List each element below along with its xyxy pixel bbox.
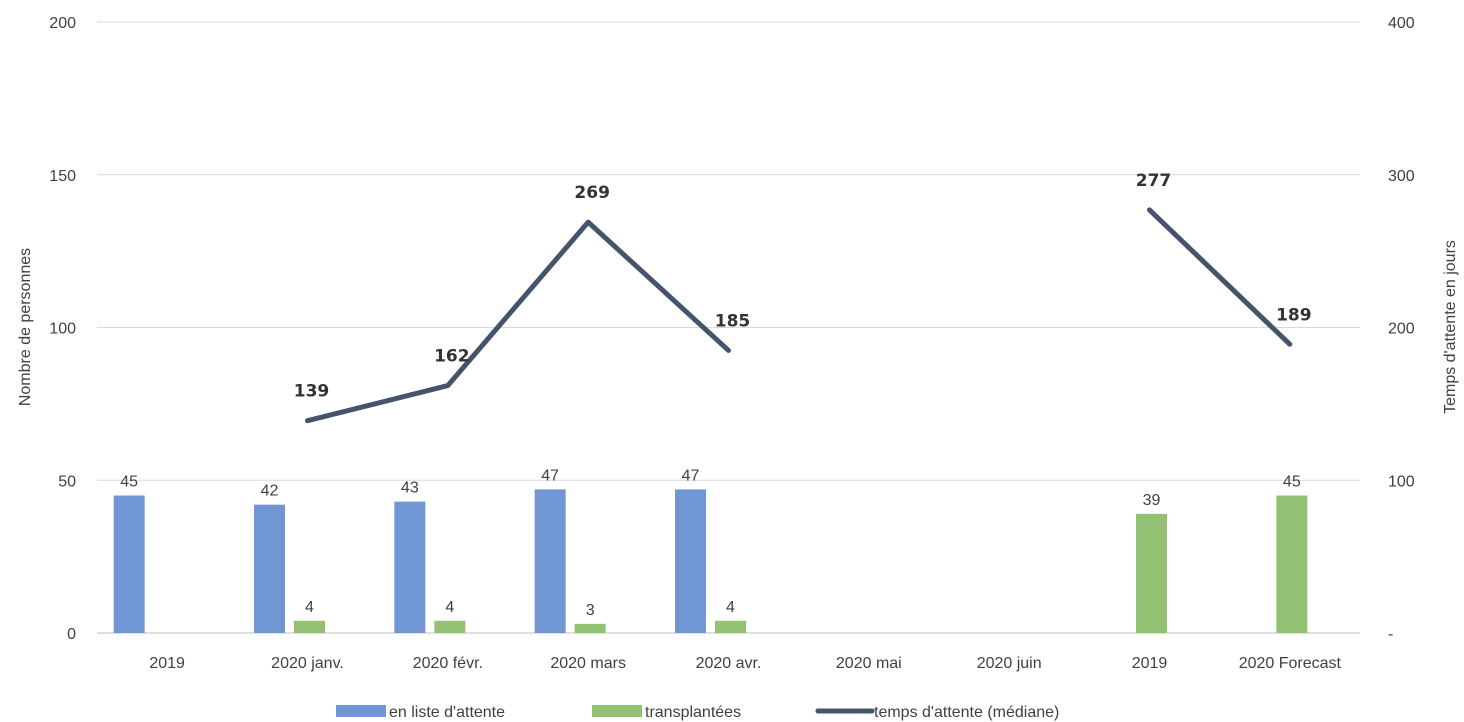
bar-value-label: 3 xyxy=(586,602,595,619)
line-layer xyxy=(305,207,1293,424)
bar-value-label: 42 xyxy=(261,483,279,500)
bar xyxy=(394,501,426,633)
bar xyxy=(1136,513,1167,633)
bar xyxy=(675,489,706,633)
bar-value-label: 4 xyxy=(445,599,454,616)
axes: 0 - 50 100 100 200 150 300 200 400 2019 2020 janv. 2… xyxy=(49,15,1415,672)
y2-tick-label: 200 xyxy=(1388,321,1415,338)
bar xyxy=(1276,495,1308,633)
x-tick-label: 2020 avr. xyxy=(696,655,762,672)
bar-value-label: 47 xyxy=(682,467,700,484)
bar-value-label: 39 xyxy=(1143,492,1161,509)
legend-swatch xyxy=(336,705,386,717)
bar xyxy=(715,620,746,633)
bar xyxy=(113,495,145,633)
y2-tick-label: 100 xyxy=(1388,473,1415,490)
bar-value-label: 4 xyxy=(305,599,314,616)
median-wait-line xyxy=(1147,207,1293,347)
y2-tick-label: 300 xyxy=(1388,168,1415,185)
legend-label: transplantées xyxy=(645,704,741,721)
bar xyxy=(574,623,606,633)
line-value-label: 269 xyxy=(574,183,610,203)
y-tick-label: 50 xyxy=(58,473,76,490)
bar xyxy=(294,620,325,633)
y-tick-label: 0 xyxy=(67,626,76,643)
y-axis-title: Nombre de personnes xyxy=(17,248,34,406)
legend-label: en liste d'attente xyxy=(389,704,505,721)
y-tick-label: 200 xyxy=(49,15,76,32)
y2-tick-label: - xyxy=(1388,626,1393,643)
x-tick-label: 2020 févr. xyxy=(413,655,483,672)
line-value-label: 185 xyxy=(715,311,751,331)
line-value-label: 189 xyxy=(1276,305,1312,325)
line-value-label: 139 xyxy=(294,382,330,402)
bar-value-label: 47 xyxy=(541,467,559,484)
y-tick-label: 100 xyxy=(49,321,76,338)
y-tick-label: 150 xyxy=(49,168,76,185)
x-tick-label: 2020 janv. xyxy=(271,655,344,672)
bar-value-label: 45 xyxy=(1283,474,1301,491)
legend-label: temps d'attente (médiane) xyxy=(874,704,1059,721)
bar xyxy=(534,489,566,633)
bar xyxy=(434,620,466,633)
x-tick-label: 2020 mars xyxy=(550,655,626,672)
x-tick-label: 2020 Forecast xyxy=(1239,655,1342,672)
bars-layer xyxy=(113,489,1308,633)
x-tick-label: 2020 juin xyxy=(977,655,1042,672)
x-tick-label: 2019 xyxy=(1132,655,1168,672)
bar-value-label: 4 xyxy=(726,599,735,616)
line-value-label: 162 xyxy=(434,347,470,367)
median-wait-line xyxy=(305,219,731,424)
y2-tick-label: 400 xyxy=(1388,15,1415,32)
legend: en liste d'attente transplantées temps d'a… xyxy=(336,704,1059,721)
bar-value-label: 45 xyxy=(120,474,138,491)
x-tick-label: 2019 xyxy=(149,655,185,672)
bar xyxy=(254,504,285,633)
bar-value-label: 43 xyxy=(401,480,419,497)
y2-axis-title: Temps d'attente en jours xyxy=(1442,240,1459,414)
x-tick-label: 2020 mai xyxy=(836,655,902,672)
line-value-label: 277 xyxy=(1136,171,1172,191)
legend-swatch xyxy=(592,705,642,717)
